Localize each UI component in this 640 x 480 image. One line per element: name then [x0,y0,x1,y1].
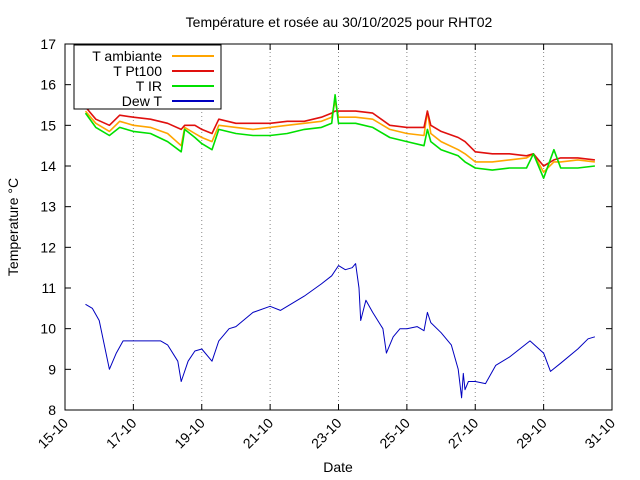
y-tick-label: 12 [40,239,56,255]
x-tick-label: 23-10 [308,415,345,452]
x-tick-label: 21-10 [240,415,277,452]
x-tick-label: 25-10 [376,415,413,452]
legend-label: Dew T [122,93,163,109]
series-layer [84,94,596,399]
series-line-2 [84,106,595,167]
chart-title: Température et rosée au 30/10/2025 pour … [186,14,493,30]
y-tick-label: 10 [40,321,56,337]
x-tick-label: 15-10 [34,415,71,452]
y-axis-label: Temperature °C [5,178,21,276]
x-axis-label: Date [323,459,353,475]
legend-label: T Pt100 [113,63,162,79]
series-line-3 [84,94,595,179]
y-tick-label: 8 [48,402,56,418]
y-tick-label: 17 [40,36,56,52]
x-tick-label: 17-10 [103,415,140,452]
y-tick-label: 9 [48,361,56,377]
y-tick-label: 11 [41,280,56,296]
legend-label: T ambiante [92,48,162,64]
y-tick-label: 16 [40,77,56,93]
x-tick-label: 19-10 [171,415,208,452]
series-line-4 [85,263,596,399]
x-tick-label: 29-10 [513,415,550,452]
y-tick-label: 13 [40,199,56,215]
x-tick-label: 31-10 [581,415,618,452]
y-tick-label: 14 [40,158,56,174]
y-tick-label: 15 [40,117,56,133]
legend-label: T IR [136,78,162,94]
x-tick-label: 27-10 [445,415,482,452]
